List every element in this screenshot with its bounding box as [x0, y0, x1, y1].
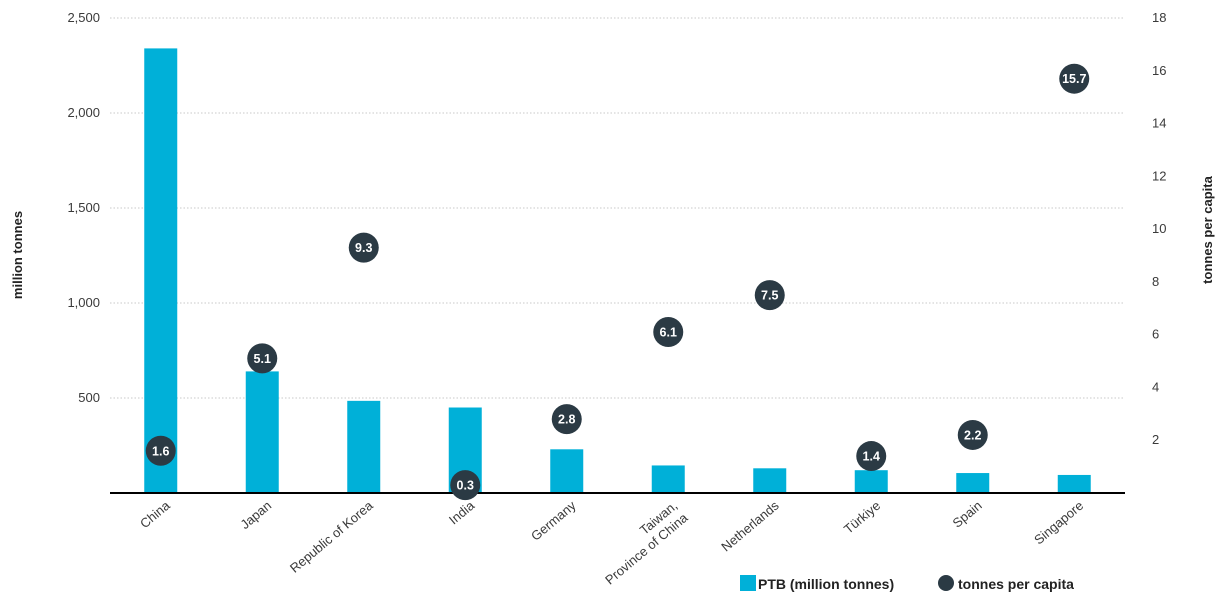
x-tick-label-line: China	[137, 497, 173, 531]
dot-label: 9.3	[355, 241, 372, 255]
dot-label: 6.1	[660, 326, 677, 340]
x-tick-label-china: China	[137, 497, 173, 531]
dot-label: 15.7	[1062, 72, 1086, 86]
x-tick-label-line: Republic of Korea	[287, 497, 376, 575]
y-tick-label: 500	[78, 390, 100, 405]
dot-singapore	[1059, 63, 1090, 94]
bar-netherlands	[753, 468, 787, 493]
x-tick-label-line: India	[446, 497, 478, 527]
x-tick-label-line: Singapore	[1031, 498, 1086, 548]
bar-germany	[550, 449, 584, 493]
x-tick-label-spain: Spain	[950, 498, 985, 531]
y-axis-title: million tonnes	[10, 211, 25, 299]
y2-tick-label: 18	[1152, 10, 1166, 25]
y-tick-label: 2,000	[67, 105, 100, 120]
bar-singapore	[1057, 474, 1091, 493]
y2-tick-label: 16	[1152, 63, 1166, 78]
x-tick-label-line: Netherlands	[718, 497, 782, 554]
y-tick-label: 2,500	[67, 10, 100, 25]
y2-tick-label: 14	[1152, 116, 1166, 131]
y-tick-label: 1,000	[67, 295, 100, 310]
dot-t-rkiye	[856, 441, 887, 472]
bars	[144, 48, 1091, 494]
legend-swatch-ptb	[740, 575, 756, 591]
dot-label: 2.2	[964, 428, 981, 442]
dot-label: 1.4	[863, 450, 880, 464]
dot-netherlands	[754, 280, 785, 311]
bar-t-rkiye	[854, 470, 888, 493]
dot-label: 0.3	[457, 479, 474, 493]
dot-spain	[957, 419, 988, 450]
x-tick-label-line: Türkiye	[841, 498, 883, 537]
x-axis-labels: China Japan Republic of Korea India Germany T…	[137, 497, 1086, 587]
y2-tick-label: 10	[1152, 221, 1166, 236]
dot-taiwan-province-of-china	[653, 317, 684, 348]
dot-label: 7.5	[761, 289, 778, 303]
y2-tick-label: 6	[1152, 327, 1159, 342]
y-tick-label: 1,500	[67, 200, 100, 215]
bar-taiwan-province-of-china	[651, 465, 685, 493]
legend: PTB (million tonnes) tonnes per capita	[740, 575, 1074, 592]
dot-label: 1.6	[152, 444, 169, 458]
dot-india	[450, 470, 481, 501]
y2-tick-label: 2	[1152, 432, 1159, 447]
gridlines	[110, 17, 1125, 399]
dot-china	[145, 435, 176, 466]
dot-label: 2.8	[558, 413, 575, 427]
y2-tick-label: 12	[1152, 168, 1166, 183]
dot-label: 5.1	[254, 352, 271, 366]
x-tick-label-india: India	[446, 497, 478, 527]
x-tick-label-republic-of-korea: Republic of Korea	[287, 497, 376, 575]
y-axis-ticks: 500 1,000 1,500 2,000 2,500	[67, 10, 100, 405]
legend-label-per-capita: tonnes per capita	[958, 576, 1074, 592]
x-tick-label-singapore: Singapore	[1031, 498, 1086, 548]
bar-spain	[956, 473, 990, 493]
legend-label-ptb: PTB (million tonnes)	[758, 576, 894, 592]
x-tick-label-taiwan-province-of-china: Taiwan,Province of China	[592, 497, 691, 587]
y2-axis-ticks: 2 4 6 8 10 12 14 16 18	[1152, 10, 1166, 447]
x-tick-label-netherlands: Netherlands	[718, 497, 782, 554]
y2-axis-title: tonnes per capita	[1200, 175, 1215, 283]
x-tick-label-t-rkiye: Türkiye	[841, 498, 883, 537]
dot-germany	[551, 404, 582, 435]
x-tick-label-japan: Japan	[237, 498, 274, 532]
dot-japan	[247, 343, 278, 374]
dot-republic-of-korea	[348, 232, 379, 263]
legend-swatch-per-capita	[938, 575, 954, 591]
bar-japan	[245, 371, 279, 493]
bar-republic-of-korea	[347, 400, 381, 493]
x-tick-label-line: Germany	[528, 497, 579, 543]
x-tick-label-line: Japan	[237, 498, 274, 532]
bar-china	[144, 48, 178, 494]
x-tick-label-line: Spain	[950, 498, 985, 531]
y2-tick-label: 8	[1152, 274, 1159, 289]
y2-tick-label: 4	[1152, 379, 1159, 394]
per-capita-dots: 1.6 5.1 9.3 0.3 2.8 6.1 7.5 1.4 2.2 15.7	[145, 63, 1090, 501]
x-tick-label-germany: Germany	[528, 497, 579, 543]
